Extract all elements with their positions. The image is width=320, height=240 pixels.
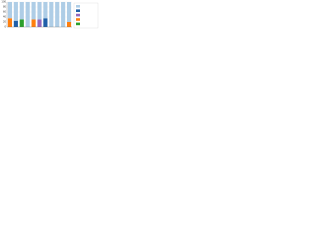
bar-segment	[31, 19, 36, 27]
legend-swatch	[76, 9, 80, 12]
bar-segment	[31, 2, 36, 20]
bar-segment	[49, 2, 54, 27]
legend-swatch	[76, 13, 80, 17]
bar-segment	[7, 18, 13, 27]
y-tick-label: 60	[3, 11, 7, 14]
bar-segment	[43, 2, 48, 19]
bar-segment	[37, 2, 42, 20]
legend-swatch	[76, 5, 80, 8]
bar-segment	[19, 19, 24, 27]
legend-swatch	[76, 18, 80, 21]
legend-swatch	[76, 22, 80, 26]
y-tick-label: 0	[4, 26, 6, 29]
bar-segment	[13, 20, 18, 27]
y-tick-label: 80	[3, 6, 7, 9]
bar-segment	[37, 19, 42, 27]
bar-segment	[43, 18, 48, 27]
y-tick-label: 40	[3, 16, 7, 19]
y-tick-label: 20	[3, 21, 7, 24]
bar-segment	[55, 2, 60, 27]
bar-segment	[19, 2, 24, 20]
bar-segment	[66, 22, 72, 27]
bar-segment	[66, 2, 72, 22]
bar-segment	[7, 2, 13, 19]
page: {"chart_data": {"type": "bar", "stacked"…	[0, 0, 100, 33]
bar-segment	[13, 2, 18, 21]
y-tick-label: 100	[1, 1, 6, 4]
bar-segment	[61, 2, 66, 27]
bar-segment	[25, 2, 30, 27]
chart: 0 20 40 60 80 100	[0, 0, 100, 33]
